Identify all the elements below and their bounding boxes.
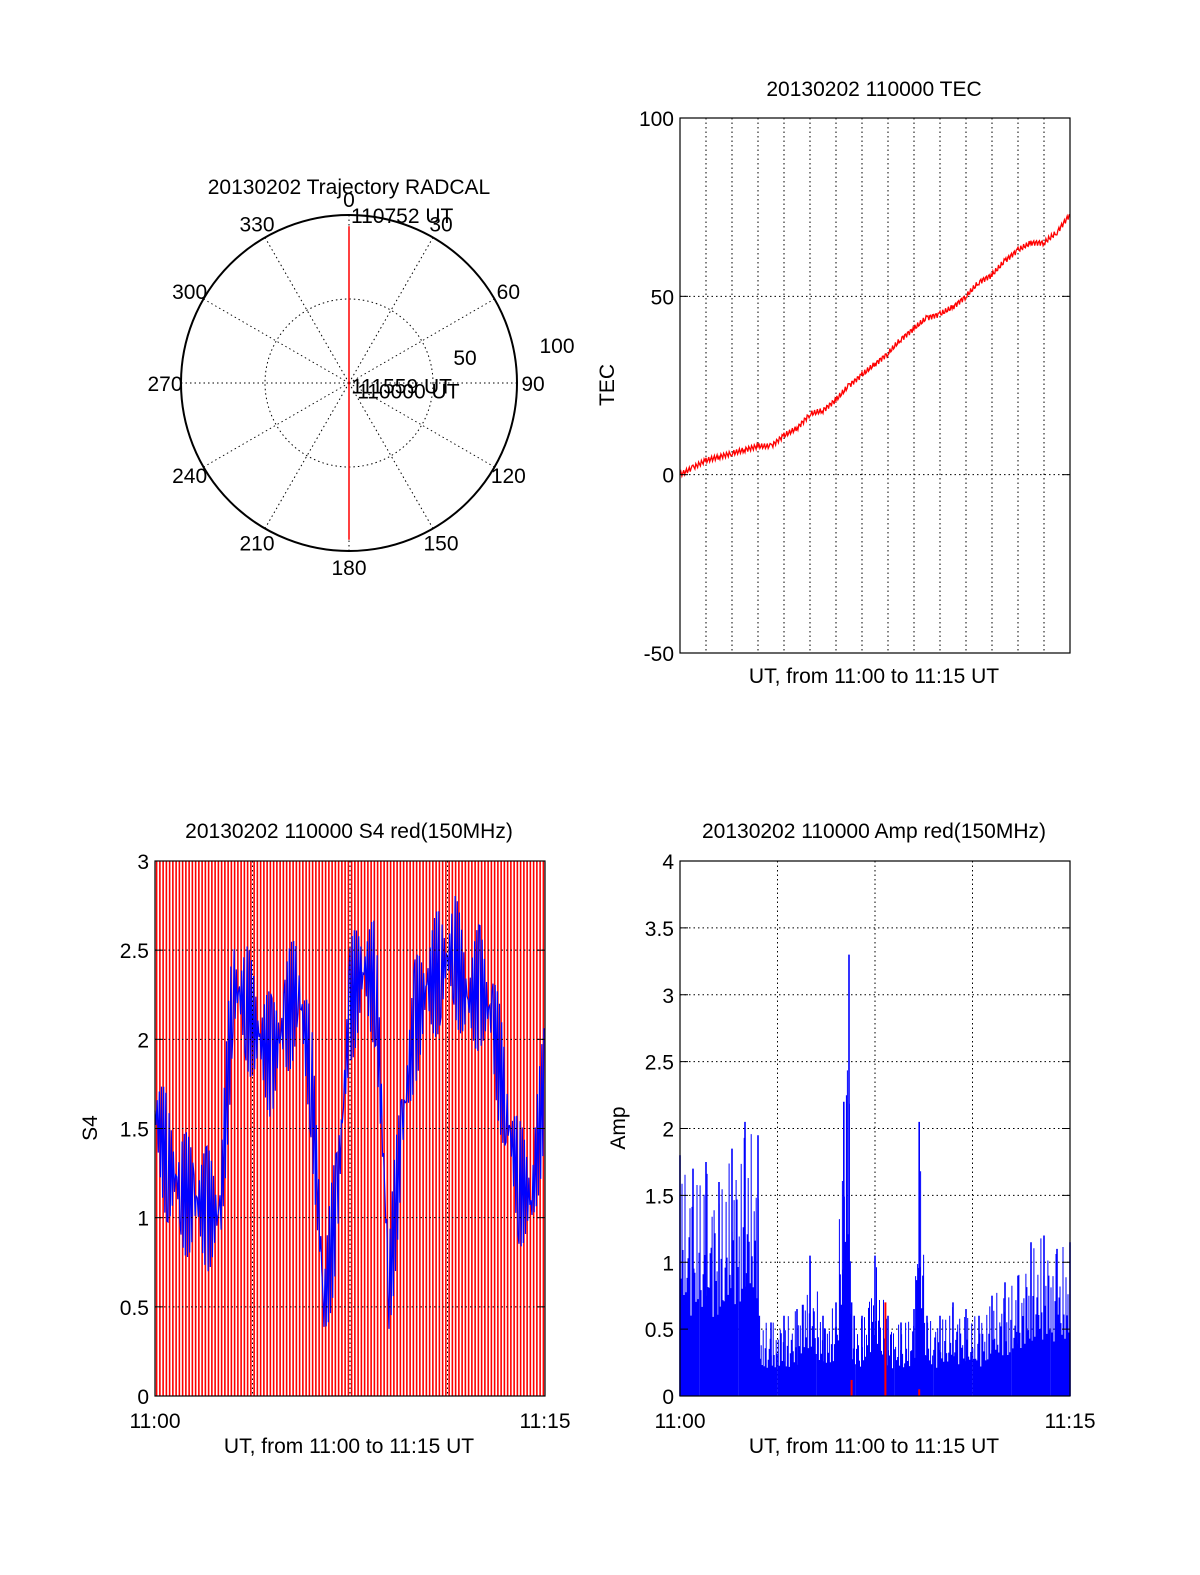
tec-series-line	[679, 213, 1071, 479]
y-tick-label: 50	[651, 286, 674, 309]
trajectory-polar-panel: 20130202 Trajectory RADCAL 0 30 60 90 120 150…	[147, 176, 574, 580]
polar-angle-label: 240	[172, 465, 207, 488]
s4-ylabel: S4	[79, 1115, 102, 1141]
y-tick-label: 3.5	[645, 918, 674, 941]
s4-panel: 20130202 110000 S4 red(150MHz) 0 0.5 1 1.5 2…	[79, 820, 571, 1458]
x-tick-label: 11:00	[655, 1410, 706, 1433]
tec-xlabel: UT, from 11:00 to 11:15 UT	[749, 665, 999, 688]
polar-spoke	[203, 382, 350, 468]
tec-ylabel: TEC	[596, 364, 619, 406]
x-tick-label: 11:00	[130, 1410, 181, 1433]
polar-angle-label: 300	[172, 281, 207, 304]
x-tick-label: 11:15	[1045, 1410, 1096, 1433]
y-tick-label: 0	[662, 1386, 674, 1409]
y-tick-label: 1.5	[120, 1119, 149, 1142]
y-tick-label: 2	[662, 1119, 674, 1142]
s4-title: 20130202 110000 S4 red(150MHz)	[185, 820, 513, 843]
y-tick-label: 0	[662, 465, 674, 488]
amp-xlabel: UT, from 11:00 to 11:15 UT	[749, 1435, 999, 1458]
polar-angle-label: 180	[331, 557, 366, 580]
trajectory-annotation: 110000 UT	[357, 381, 460, 404]
amp-title: 20130202 110000 Amp red(150MHz)	[702, 820, 1046, 843]
y-tick-label: 3	[137, 851, 149, 874]
y-tick-label: -50	[644, 643, 674, 666]
y-tick-label: 1.5	[645, 1185, 674, 1208]
tec-plot-frame	[679, 117, 1071, 654]
polar-angle-label: 90	[521, 373, 544, 396]
y-tick-label: 2	[137, 1029, 149, 1052]
polar-spoke	[348, 382, 434, 529]
polar-angle-label: 210	[239, 532, 274, 555]
y-tick-label: 3	[662, 985, 674, 1008]
polar-angle-label: 30	[429, 214, 452, 237]
y-tick-label: 0.5	[645, 1319, 674, 1342]
polar-spoke	[264, 237, 350, 384]
trajectory-title: 20130202 Trajectory RADCAL	[208, 176, 491, 199]
polar-radial-label: 50	[453, 347, 476, 370]
polar-spoke	[264, 382, 350, 529]
trajectory-annotation: 111559 UT	[351, 375, 452, 398]
tec-panel: 20130202 110000 TEC -50 0 50 100 UT, from 1…	[596, 78, 1071, 688]
polar-angle-label: 150	[423, 532, 458, 555]
s4-xlabel: UT, from 11:00 to 11:15 UT	[224, 1435, 474, 1458]
amp-panel: 20130202 110000 Amp red(150MHz) 0 0.5 1 1.5…	[607, 820, 1096, 1458]
polar-spoke	[348, 237, 434, 384]
y-tick-label: 1	[662, 1252, 674, 1275]
trajectory-annotation: 110752 UT	[351, 205, 454, 228]
polar-angle-label: 330	[239, 214, 274, 237]
y-tick-label: 0.5	[120, 1297, 149, 1320]
polar-radial-label: 100	[539, 335, 574, 358]
polar-spoke	[348, 298, 495, 384]
y-tick-label: 100	[639, 108, 674, 131]
amp-ylabel: Amp	[607, 1106, 630, 1149]
polar-spoke	[203, 298, 350, 384]
polar-angle-label: 270	[147, 373, 182, 396]
y-tick-label: 4	[662, 851, 674, 874]
y-tick-label: 0	[137, 1386, 149, 1409]
tec-title: 20130202 110000 TEC	[766, 78, 981, 101]
x-tick-label: 11:15	[520, 1410, 571, 1433]
y-tick-label: 2.5	[120, 940, 149, 963]
y-tick-label: 1	[137, 1208, 149, 1231]
s4-blue-series-line	[154, 895, 545, 1329]
polar-spoke	[348, 382, 495, 468]
y-tick-label: 2.5	[645, 1052, 674, 1075]
polar-angle-label: 60	[497, 281, 520, 304]
polar-angle-label: 0	[343, 189, 355, 212]
polar-angle-label: 120	[491, 465, 526, 488]
